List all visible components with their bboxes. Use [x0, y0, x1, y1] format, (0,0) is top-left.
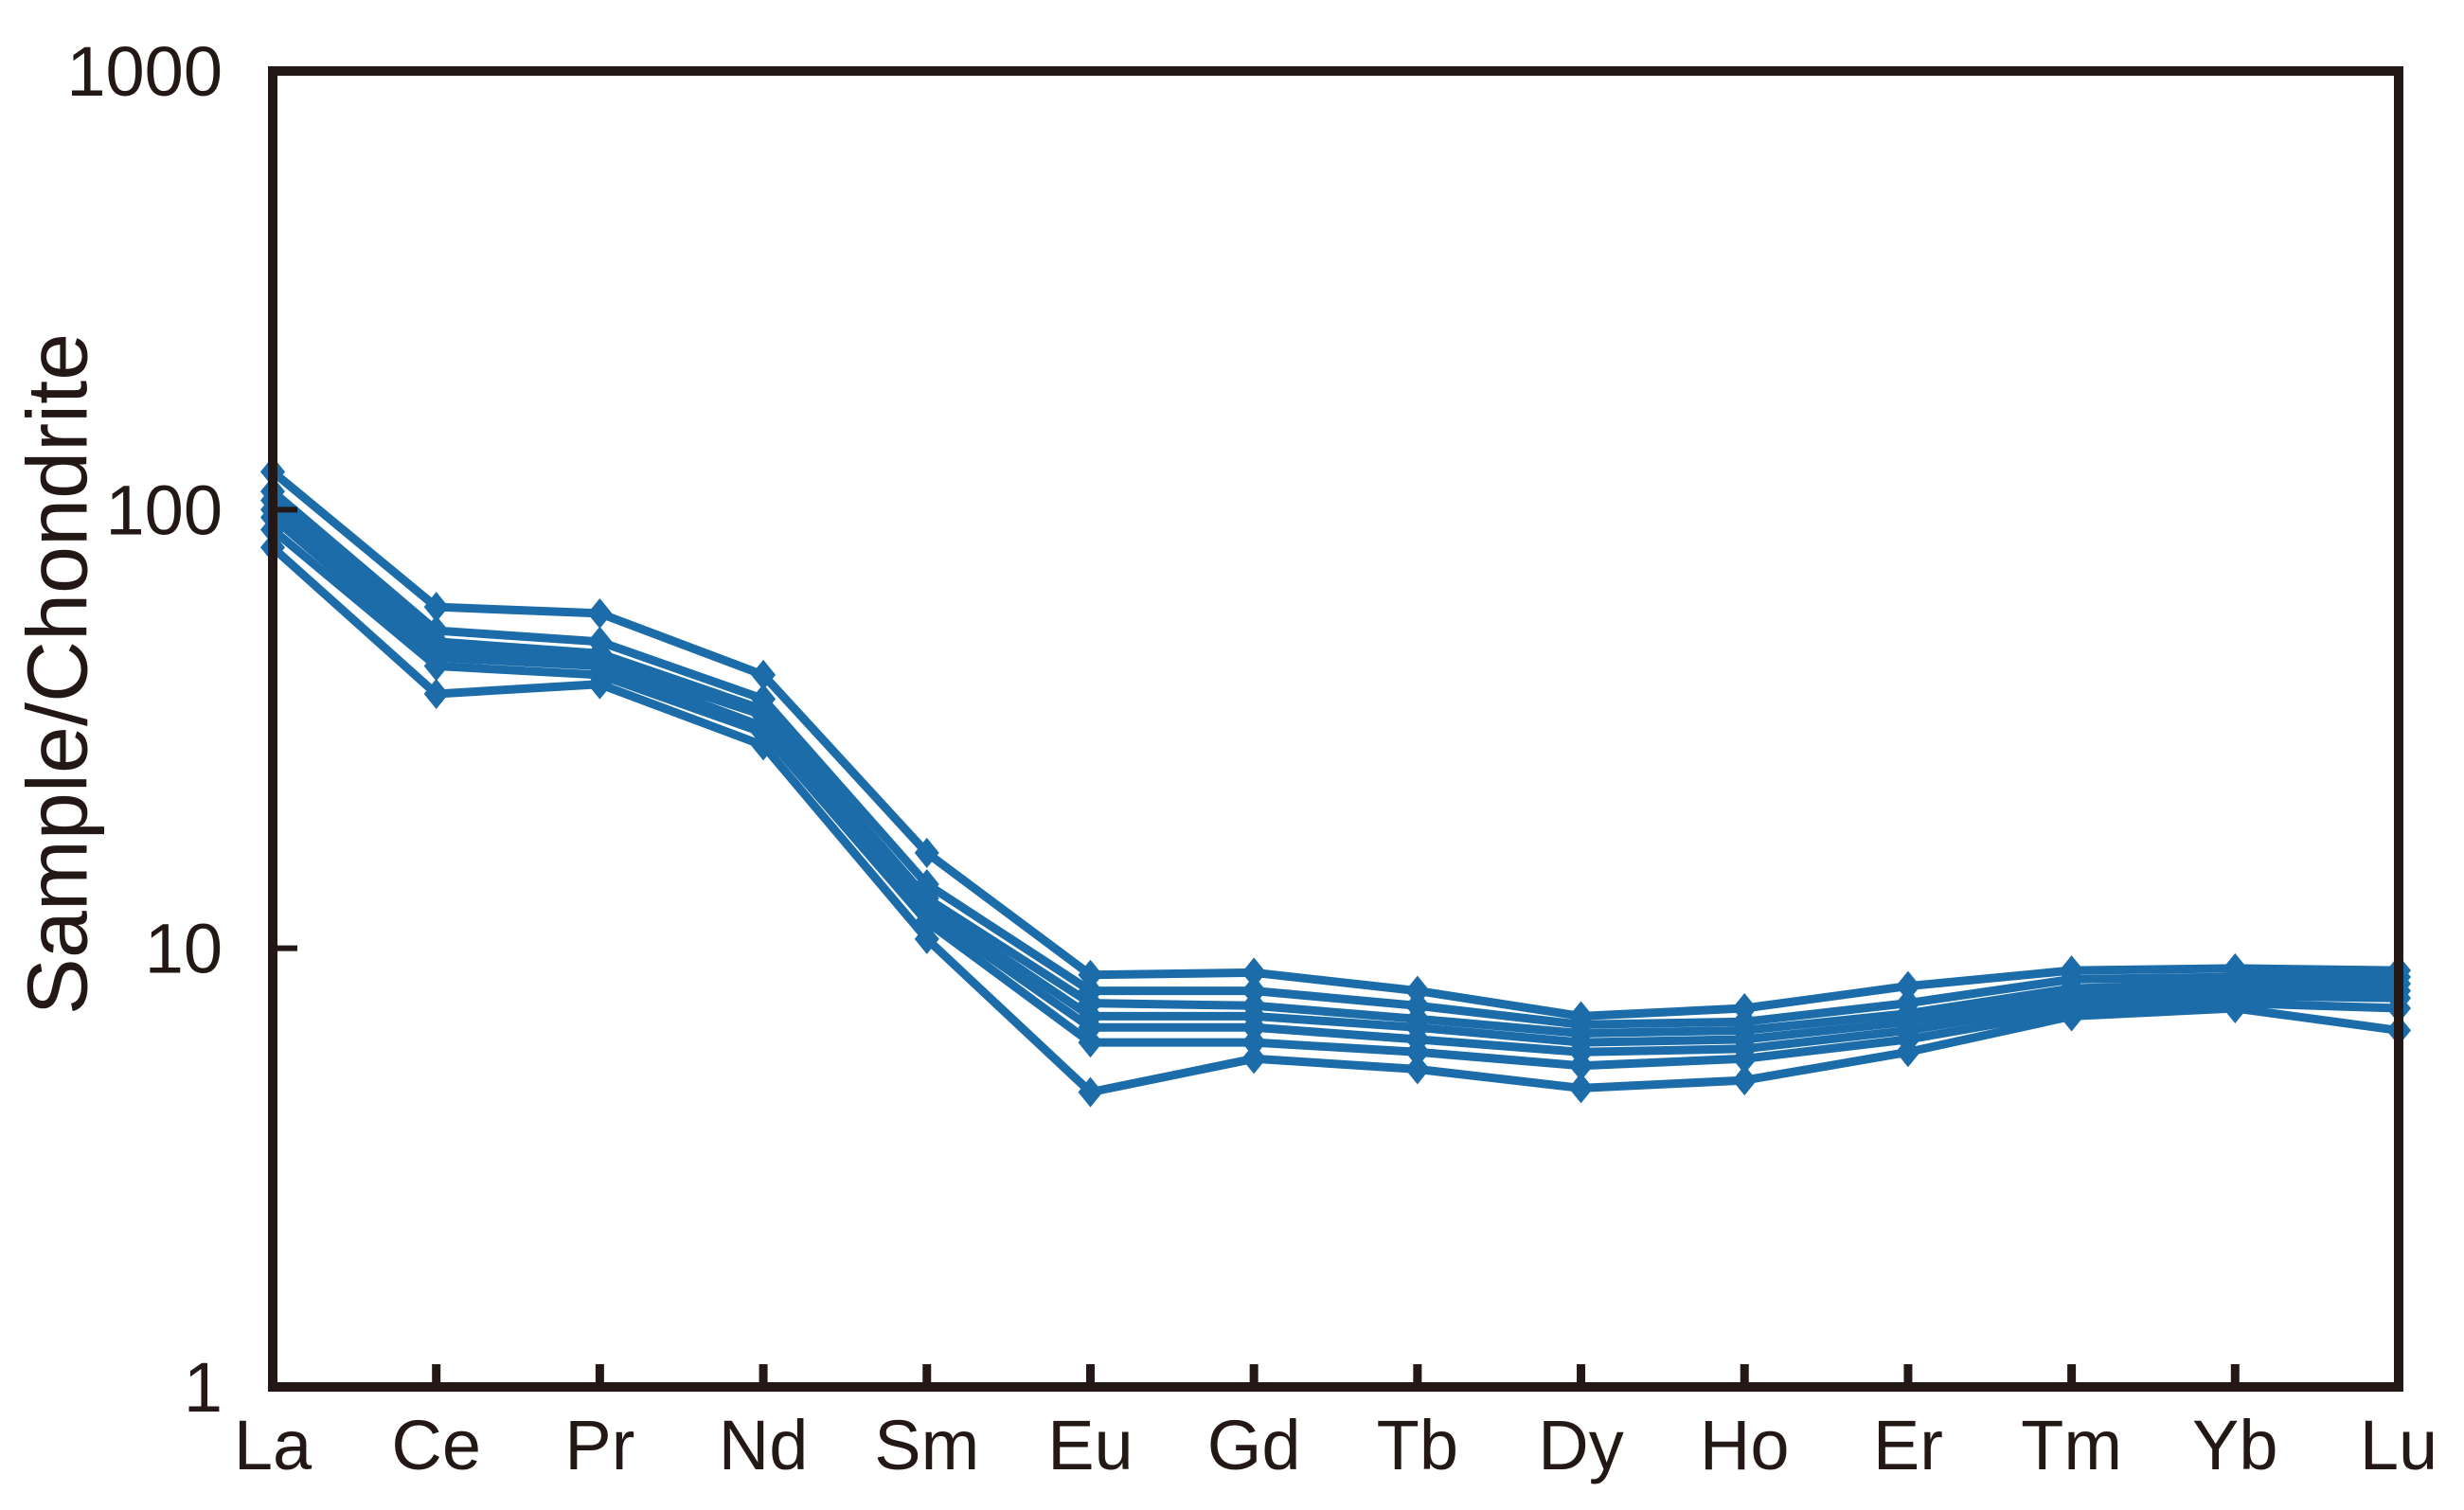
diamond-marker [1404, 1054, 1430, 1085]
diamond-marker [587, 597, 613, 629]
diamond-marker [914, 837, 939, 868]
x-tick-label: La [234, 1406, 312, 1484]
diamond-marker [1732, 1043, 1758, 1075]
series-line [270, 506, 2399, 1047]
x-tick-label: Gd [1207, 1406, 1301, 1484]
series-line [270, 468, 2400, 1021]
y-tick-label: 1 [184, 1348, 223, 1427]
y-tick-label: 100 [106, 471, 223, 549]
x-tick-label: Ce [391, 1406, 481, 1484]
diamond-marker [751, 659, 777, 690]
diamond-marker [1732, 1065, 1758, 1096]
plot-frame [268, 66, 2403, 1392]
x-tick-label: Tb [1377, 1406, 1458, 1484]
x-tick-label: Yb [2192, 1406, 2278, 1484]
diamond-marker [751, 730, 777, 761]
diamond-marker [2223, 992, 2248, 1023]
y-axis-title: Sample/Chondrite [10, 332, 106, 1016]
diamond-marker [1568, 1073, 1594, 1104]
diamond-marker [423, 679, 449, 710]
x-tick-label: Tm [2021, 1406, 2122, 1484]
x-tick-label: Dy [1538, 1406, 1623, 1484]
series-line [270, 514, 2400, 1057]
diamond-marker [423, 650, 449, 682]
y-tick-label: 1000 [66, 32, 223, 111]
x-tick-label: Sm [874, 1406, 979, 1484]
x-tick-label: Eu [1047, 1406, 1134, 1484]
series-line [270, 497, 2399, 1039]
diamond-marker [1895, 970, 1920, 1002]
x-tick-label: Pr [564, 1406, 634, 1484]
x-tick-label: Nd [719, 1406, 809, 1484]
series-line [269, 543, 2400, 1097]
diamond-marker [1241, 1027, 1267, 1058]
diamond-marker [1078, 1027, 1103, 1058]
x-tick-label: Lu [2360, 1406, 2437, 1484]
diamond-marker [1078, 1076, 1103, 1108]
diamond-marker [1404, 1037, 1430, 1068]
y-tick-label: 10 [145, 910, 223, 988]
diamond-marker [1241, 957, 1267, 988]
diamond-marker [1568, 1050, 1594, 1081]
x-tick-label: Ho [1700, 1406, 1790, 1484]
diamond-marker [587, 668, 613, 700]
diamond-marker [1241, 1043, 1267, 1075]
series-line [270, 526, 2400, 1071]
diamond-marker [423, 592, 449, 623]
x-tick-label: Er [1873, 1406, 1943, 1484]
diamond-marker [1895, 1037, 1920, 1068]
series-line [270, 488, 2399, 1029]
diamond-marker [914, 923, 939, 954]
diamond-marker [2059, 1001, 2084, 1032]
